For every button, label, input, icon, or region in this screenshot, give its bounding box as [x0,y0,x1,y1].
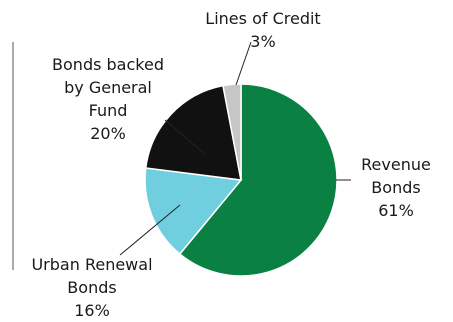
slice-value-label: 3% [250,32,275,51]
slice-value-label: 61% [378,201,414,220]
slice-label-revenue-bonds: Revenue Bonds 61% [361,155,431,220]
slice-name-line: Bonds backed [52,55,164,74]
slice-name-line: Revenue [361,155,431,174]
slice-name-line: by General [64,78,152,97]
slice-name-line: Bonds [67,278,116,297]
slice-label-urban-renewal-bonds: Urban Renewal Bonds 16% [31,255,152,320]
leader-line-urban-renewal-bonds [119,204,181,256]
leader-line-lines-of-credit [235,41,252,86]
leader-line-bonds-backed-by-general-fund [164,119,207,156]
pie-slice-revenue-bonds [178,83,338,277]
slice-value-label: 20% [90,124,126,143]
slice-name-line: Urban Renewal [31,255,152,274]
slice-value-label: 16% [74,301,110,320]
slice-name-line: Lines of Credit [205,9,320,28]
slice-name-line: Bonds [371,178,420,197]
pie-slice-lines-of-credit [222,83,242,181]
slice-name-line: Fund [89,101,128,120]
pie-slice-bonds-backed-by-general-fund [144,84,242,181]
slice-label-lines-of-credit: Lines of Credit 3% [205,9,320,51]
pie-slice-urban-renewal-bonds [144,167,243,256]
slice-label-bonds-backed-by-general-fund: Bonds backed by General Fund 20% [52,55,164,143]
